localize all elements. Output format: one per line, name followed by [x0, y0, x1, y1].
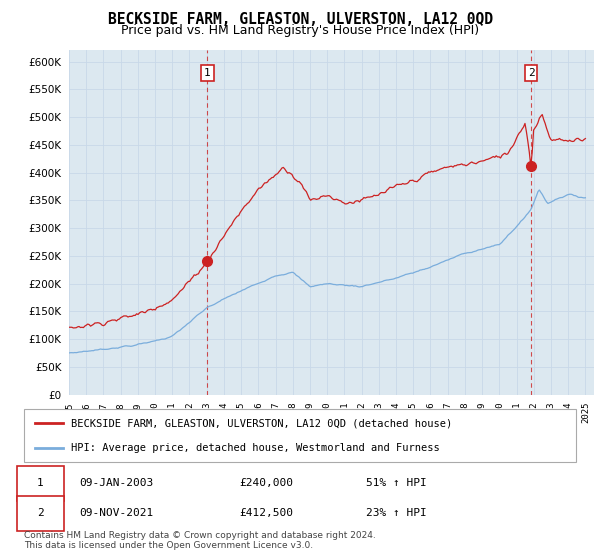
- Text: Price paid vs. HM Land Registry's House Price Index (HPI): Price paid vs. HM Land Registry's House …: [121, 24, 479, 36]
- Text: 09-NOV-2021: 09-NOV-2021: [79, 508, 154, 519]
- Text: 2: 2: [528, 68, 535, 78]
- FancyBboxPatch shape: [24, 409, 576, 462]
- FancyBboxPatch shape: [17, 496, 64, 531]
- Text: 09-JAN-2003: 09-JAN-2003: [79, 478, 154, 488]
- Text: 2: 2: [37, 508, 44, 519]
- Text: 51% ↑ HPI: 51% ↑ HPI: [366, 478, 427, 488]
- Text: Contains HM Land Registry data © Crown copyright and database right 2024.
This d: Contains HM Land Registry data © Crown c…: [24, 531, 376, 550]
- Text: 1: 1: [37, 478, 44, 488]
- FancyBboxPatch shape: [17, 466, 64, 501]
- Text: BECKSIDE FARM, GLEASTON, ULVERSTON, LA12 0QD: BECKSIDE FARM, GLEASTON, ULVERSTON, LA12…: [107, 12, 493, 27]
- Text: BECKSIDE FARM, GLEASTON, ULVERSTON, LA12 0QD (detached house): BECKSIDE FARM, GLEASTON, ULVERSTON, LA12…: [71, 419, 452, 429]
- Text: £240,000: £240,000: [239, 478, 293, 488]
- Text: 23% ↑ HPI: 23% ↑ HPI: [366, 508, 427, 519]
- Text: 1: 1: [204, 68, 211, 78]
- Text: HPI: Average price, detached house, Westmorland and Furness: HPI: Average price, detached house, West…: [71, 443, 440, 453]
- Text: £412,500: £412,500: [239, 508, 293, 519]
